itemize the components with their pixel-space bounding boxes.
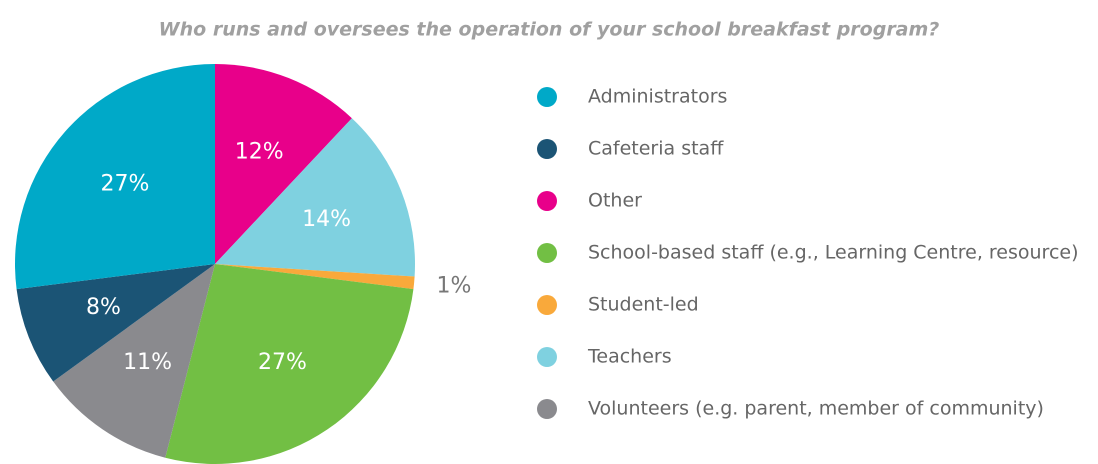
slice-label: 27% [101,172,150,197]
chart-title: Who runs and oversees the operation of y… [159,19,940,41]
legend-label: School-based staff (e.g., Learning Centr… [588,242,1079,264]
slice-label: 11% [123,350,172,375]
slice-label: 12% [235,139,284,164]
legend-swatch [537,295,557,315]
legend-label: Other [588,190,642,212]
legend-swatch [537,87,557,107]
slice-label: 8% [86,295,121,320]
legend-label: Teachers [587,346,672,368]
legend-swatch [537,191,557,211]
legend-label: Cafeteria staff [588,138,724,160]
slice-label: 27% [258,350,307,375]
slice-label: 14% [302,207,351,232]
legend-swatch [537,139,557,159]
pie-slice [215,264,415,290]
slice-label: 1% [436,274,471,299]
legend-label: Volunteers (e.g. parent, member of commu… [588,398,1044,420]
legend-swatch [537,399,557,419]
legend-label: Student-led [588,294,699,316]
pie-slice [53,264,216,458]
legend-swatch [537,347,557,367]
pie-slice [215,64,352,264]
pie-slice [16,264,216,382]
pie-slice [165,264,414,464]
legend-swatch [537,243,557,263]
pie-slice [14,64,215,290]
pie-slice [215,118,415,277]
legend-label: Administrators [588,86,727,108]
